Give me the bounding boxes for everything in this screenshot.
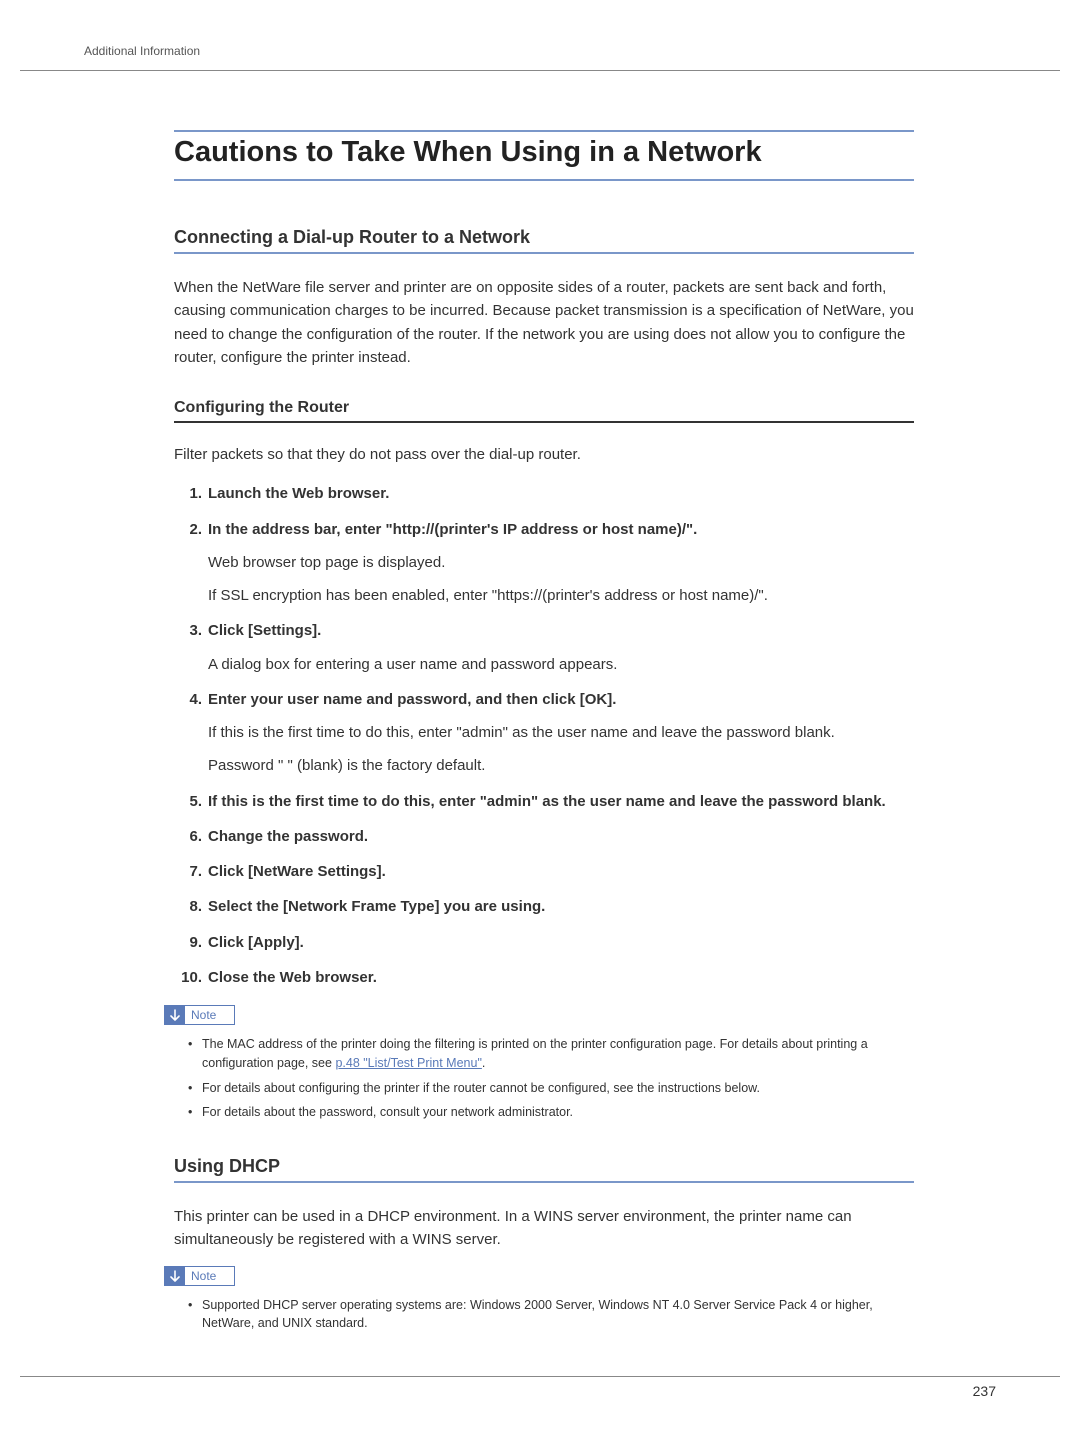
step-bold: Click [Apply]. bbox=[208, 934, 304, 951]
reference-link[interactable]: p.48 "List/Test Print Menu" bbox=[335, 1056, 481, 1070]
step-10: Close the Web browser. bbox=[174, 966, 914, 989]
page-header: Additional Information bbox=[84, 44, 200, 58]
step-bold: Close the Web browser. bbox=[208, 969, 377, 986]
note-list-1: The MAC address of the printer doing the… bbox=[184, 1035, 914, 1122]
steps-list: Launch the Web browser. In the address b… bbox=[174, 482, 914, 989]
note-label: Note bbox=[164, 1266, 235, 1286]
note-post: . bbox=[482, 1056, 485, 1070]
section2-body: This printer can be used in a DHCP envir… bbox=[174, 1205, 914, 1252]
step-6: Change the password. bbox=[174, 825, 914, 848]
step-bold: Select the [Network Frame Type] you are … bbox=[208, 898, 545, 915]
step-1: Launch the Web browser. bbox=[174, 482, 914, 505]
title-rule-top bbox=[174, 130, 914, 132]
down-arrow-icon bbox=[165, 1267, 185, 1285]
step-4: Enter your user name and password, and t… bbox=[174, 688, 914, 778]
footer-rule bbox=[20, 1376, 1060, 1377]
step-desc: Password " " (blank) is the factory defa… bbox=[208, 754, 914, 777]
sub-intro: Filter packets so that they do not pass … bbox=[174, 443, 914, 466]
down-arrow-icon bbox=[165, 1006, 185, 1024]
main-title: Cautions to Take When Using in a Network bbox=[174, 136, 914, 175]
section-heading-dhcp: Using DHCP bbox=[174, 1156, 914, 1183]
step-8: Select the [Network Frame Type] you are … bbox=[174, 895, 914, 918]
page-content: Cautions to Take When Using in a Network… bbox=[174, 130, 914, 1367]
step-desc: Web browser top page is displayed. bbox=[208, 551, 914, 574]
title-rule-bottom bbox=[174, 179, 914, 181]
note-list-2: Supported DHCP server operating systems … bbox=[184, 1296, 914, 1334]
note-text: Note bbox=[185, 1269, 234, 1283]
step-desc: If SSL encryption has been enabled, ente… bbox=[208, 584, 914, 607]
page-number: 237 bbox=[973, 1383, 996, 1399]
step-bold: If this is the first time to do this, en… bbox=[208, 793, 886, 810]
step-5: If this is the first time to do this, en… bbox=[174, 790, 914, 813]
section-heading-connecting: Connecting a Dial-up Router to a Network bbox=[174, 227, 914, 254]
step-bold: Click [NetWare Settings]. bbox=[208, 863, 386, 880]
note-item: For details about the password, consult … bbox=[184, 1103, 914, 1122]
step-3: Click [Settings]. A dialog box for enter… bbox=[174, 619, 914, 676]
step-bold: In the address bar, enter "http://(print… bbox=[208, 521, 697, 538]
note-item: The MAC address of the printer doing the… bbox=[184, 1035, 914, 1073]
step-bold: Click [Settings]. bbox=[208, 622, 321, 639]
step-2: In the address bar, enter "http://(print… bbox=[174, 518, 914, 608]
note-label: Note bbox=[164, 1005, 235, 1025]
note-item: Supported DHCP server operating systems … bbox=[184, 1296, 914, 1334]
section1-body: When the NetWare file server and printer… bbox=[174, 276, 914, 369]
header-rule bbox=[20, 70, 1060, 71]
step-bold: Launch the Web browser. bbox=[208, 485, 389, 502]
step-desc: A dialog box for entering a user name an… bbox=[208, 653, 914, 676]
step-7: Click [NetWare Settings]. bbox=[174, 860, 914, 883]
note-item: For details about configuring the printe… bbox=[184, 1079, 914, 1098]
step-desc: If this is the first time to do this, en… bbox=[208, 721, 914, 744]
step-9: Click [Apply]. bbox=[174, 931, 914, 954]
note-pre: The MAC address of the printer doing the… bbox=[202, 1037, 868, 1070]
note-text: Note bbox=[185, 1008, 234, 1022]
step-bold: Enter your user name and password, and t… bbox=[208, 691, 616, 708]
sub-heading-configuring: Configuring the Router bbox=[174, 399, 914, 423]
step-bold: Change the password. bbox=[208, 828, 368, 845]
